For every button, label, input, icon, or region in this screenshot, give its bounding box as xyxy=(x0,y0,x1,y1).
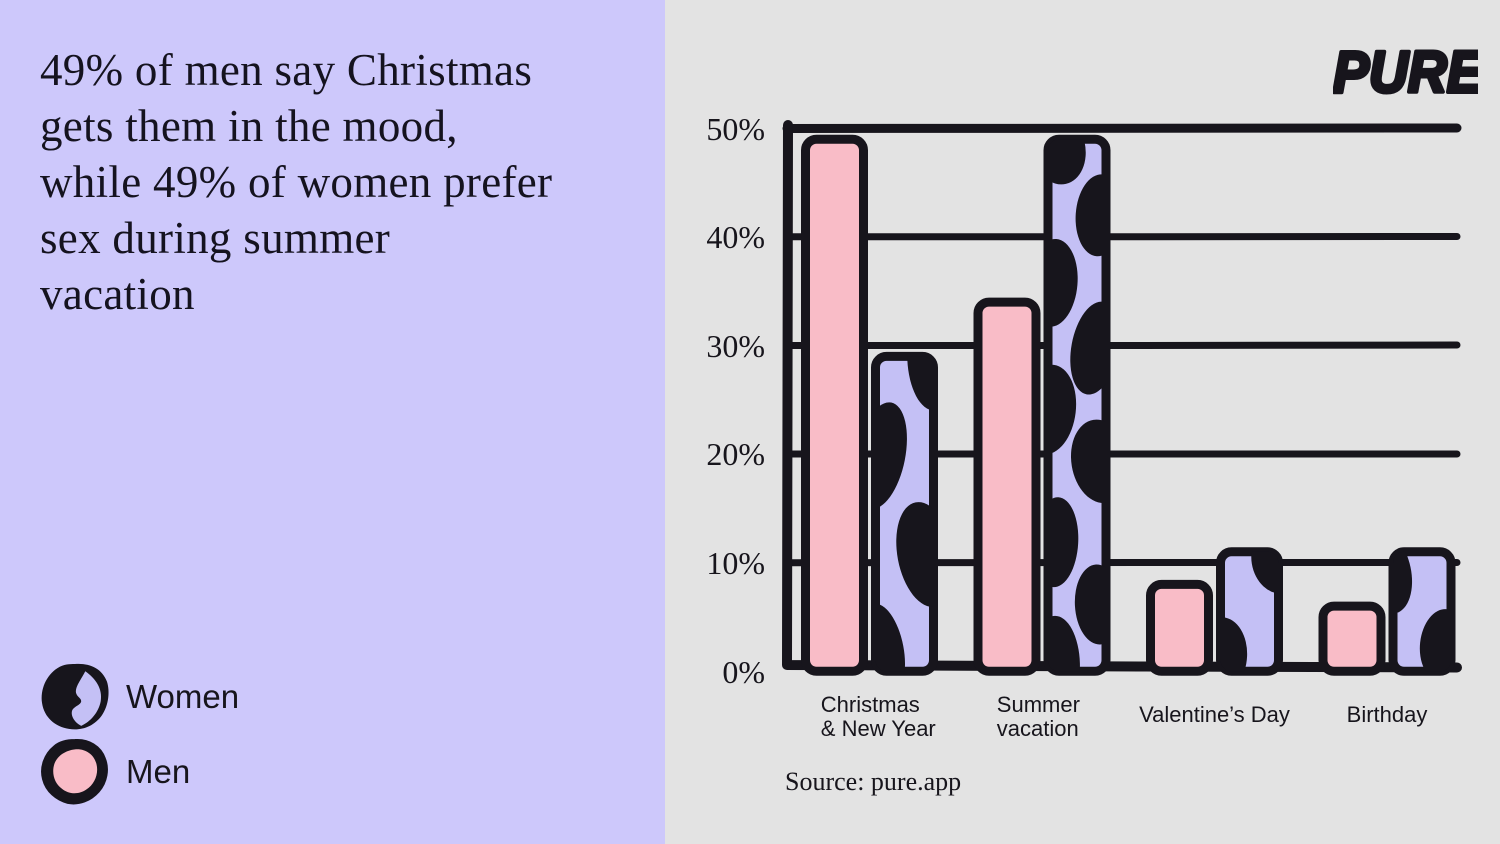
svg-text:Source: pure.app: Source: pure.app xyxy=(785,767,961,796)
svg-text:40%: 40% xyxy=(706,219,765,255)
svg-text:30%: 30% xyxy=(706,328,765,364)
svg-text:10%: 10% xyxy=(706,545,765,581)
svg-text:& New Year: & New Year xyxy=(821,716,936,741)
svg-text:0%: 0% xyxy=(722,654,765,690)
svg-text:20%: 20% xyxy=(706,436,765,472)
svg-text:Summer: Summer xyxy=(997,692,1080,717)
svg-text:vacation: vacation xyxy=(997,716,1079,741)
svg-text:50%: 50% xyxy=(706,111,765,147)
svg-text:Christmas: Christmas xyxy=(821,692,920,717)
svg-text:Birthday: Birthday xyxy=(1347,702,1428,727)
svg-text:Valentine’s Day: Valentine’s Day xyxy=(1139,702,1290,727)
